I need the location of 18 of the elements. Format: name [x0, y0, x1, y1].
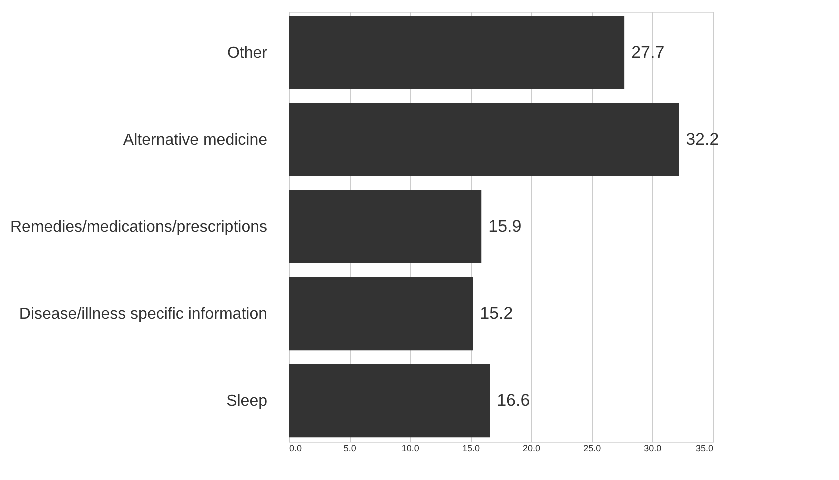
data-label: 15.2 — [480, 304, 514, 324]
data-label: 32.2 — [686, 130, 720, 149]
x-tick-label: 25.0 — [584, 444, 602, 454]
data-label: 16.6 — [497, 391, 530, 410]
x-tick-label: 30.0 — [644, 444, 662, 454]
x-tick-label: 15.0 — [462, 444, 480, 454]
y-tick-label: Remedies/medications/prescriptions — [10, 219, 268, 236]
y-tick-label: Other — [227, 44, 268, 62]
data-label: 15.9 — [488, 217, 522, 236]
x-tick-label: 0.0 — [290, 444, 302, 454]
x-tick-label: 10.0 — [402, 444, 420, 454]
x-tick-label: 5.0 — [344, 444, 356, 454]
x-tick-label: 35.0 — [696, 444, 714, 454]
y-tick-label: Alternative medicine — [123, 132, 268, 149]
y-tick-label: Disease/illness specific information — [19, 306, 268, 324]
y-tick-label: Sleep — [226, 393, 268, 410]
data-label: 27.7 — [632, 42, 665, 62]
x-tick-label: 20.0 — [523, 444, 541, 454]
